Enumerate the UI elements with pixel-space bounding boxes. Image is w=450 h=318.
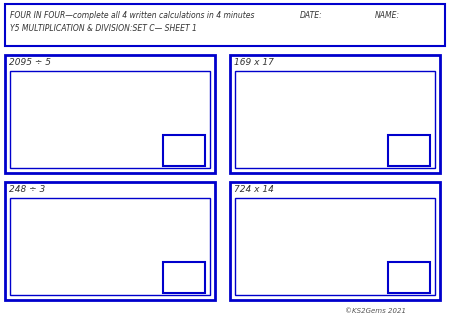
Text: 724 x 14: 724 x 14 [234, 185, 274, 194]
Bar [5, 182, 215, 300]
Bar [230, 182, 440, 300]
Bar [10, 198, 210, 295]
Bar [10, 71, 210, 168]
Bar [162, 262, 205, 293]
Text: DATE:: DATE: [300, 11, 323, 20]
Text: ©KS2Gems 2021: ©KS2Gems 2021 [345, 308, 406, 314]
Bar [162, 135, 205, 166]
Bar [5, 55, 215, 173]
Bar [387, 135, 430, 166]
Text: 169 x 17: 169 x 17 [234, 58, 274, 67]
Text: NAME:: NAME: [375, 11, 400, 20]
Bar [235, 71, 435, 168]
Bar [235, 198, 435, 295]
Text: 2095 ÷ 5: 2095 ÷ 5 [9, 58, 51, 67]
Bar [5, 4, 445, 46]
Text: FOUR IN FOUR—complete all 4 written calculations in 4 minutes: FOUR IN FOUR—complete all 4 written calc… [10, 11, 255, 20]
Bar [387, 262, 430, 293]
Text: 248 ÷ 3: 248 ÷ 3 [9, 185, 45, 194]
Text: Y5 MULTIPLICATION & DIVISION:SET C— SHEET 1: Y5 MULTIPLICATION & DIVISION:SET C— SHEE… [10, 24, 197, 33]
Bar [230, 55, 440, 173]
